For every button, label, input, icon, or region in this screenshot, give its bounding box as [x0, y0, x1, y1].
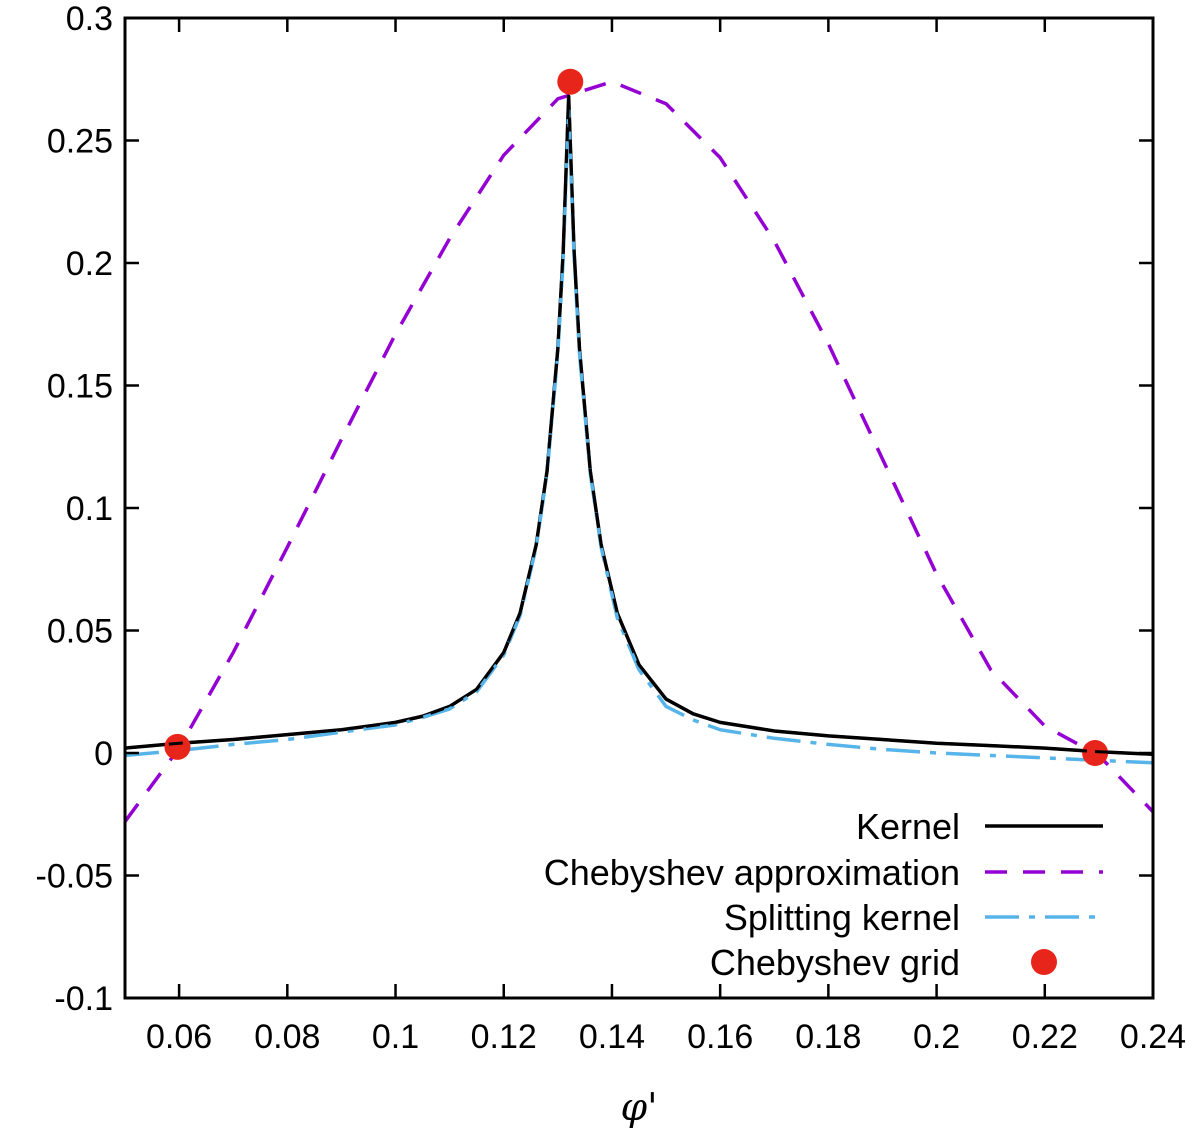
- x-tick-label: 0.12: [471, 1018, 537, 1056]
- y-tick-label: 0.05: [47, 613, 113, 651]
- legend-label-splitting-kernel: Splitting kernel: [724, 897, 960, 938]
- x-tick-label: 0.14: [579, 1018, 645, 1056]
- x-tick-label: 0.24: [1120, 1018, 1186, 1056]
- chebyshev-grid-point-1: [557, 68, 584, 95]
- x-tick-label: 0.16: [687, 1018, 753, 1056]
- plot-frame: [123, 16, 1155, 1000]
- axes-layer: 0.06 0.08 0.1 0.12 0.14 0.16 0.18 0.2 0.22 0.24 -0…: [36, 0, 1187, 1056]
- y-tick-label: 0.3: [66, 0, 113, 38]
- x-tick-label: 0.18: [795, 1018, 861, 1056]
- y-tick-label: 0.25: [47, 123, 113, 161]
- y-tick-label: -0.1: [54, 980, 113, 1018]
- y-tick-label: 0.15: [47, 368, 113, 406]
- chebyshev-approximation-line: [125, 79, 1153, 823]
- legend-label-kernel: Kernel: [856, 806, 960, 847]
- y-tick-label: 0.2: [66, 245, 113, 283]
- legend-marker-chebyshev-grid: [1031, 949, 1057, 975]
- y-tick-label: 0: [94, 735, 113, 773]
- y-tick-label: -0.05: [36, 858, 114, 896]
- x-tick-label: 0.1: [372, 1018, 419, 1056]
- x-tick-label: 0.22: [1012, 1018, 1078, 1056]
- chebyshev-grid-point-0: [164, 733, 191, 760]
- y-tick-label: 0.1: [66, 490, 113, 528]
- x-axis-label: φ': [620, 1085, 657, 1129]
- series-layer: [125, 68, 1153, 823]
- kernel-line: [125, 94, 1153, 756]
- x-tick-label: 0.2: [913, 1018, 960, 1056]
- kernel-overlay-line: [125, 96, 1153, 756]
- x-tick-label: 0.08: [254, 1018, 320, 1056]
- legend-label-chebyshev-grid: Chebyshev grid: [710, 942, 960, 983]
- x-tick-label: 0.06: [146, 1018, 212, 1056]
- legend-label-chebyshev-approximation: Chebyshev approximation: [544, 852, 960, 893]
